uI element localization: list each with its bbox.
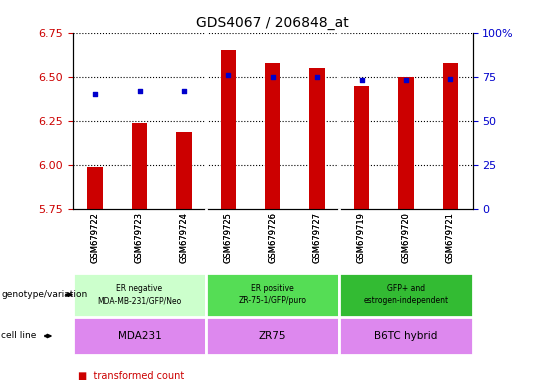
Text: genotype/variation: genotype/variation	[1, 290, 87, 299]
Text: GSM679720: GSM679720	[401, 212, 410, 263]
Text: GSM679725: GSM679725	[224, 212, 233, 263]
Point	[91, 91, 99, 98]
Point	[313, 74, 321, 80]
Bar	[339, 273, 472, 317]
Text: ER negative
MDA-MB-231/GFP/Neo: ER negative MDA-MB-231/GFP/Neo	[97, 284, 181, 305]
Text: GFP+ and
estrogen-independent: GFP+ and estrogen-independent	[363, 284, 448, 305]
Bar	[132, 123, 147, 209]
Text: GSM679724: GSM679724	[179, 212, 188, 263]
Text: GSM679724: GSM679724	[179, 212, 188, 263]
Text: GSM679723: GSM679723	[135, 212, 144, 263]
Text: GSM679727: GSM679727	[313, 212, 322, 263]
Text: ER positive
ZR-75-1/GFP/puro: ER positive ZR-75-1/GFP/puro	[239, 284, 307, 305]
Bar	[206, 317, 339, 355]
Bar	[339, 317, 472, 355]
Text: GSM679725: GSM679725	[224, 212, 233, 263]
Text: ZR75: ZR75	[259, 331, 286, 341]
Text: GSM679720: GSM679720	[401, 212, 410, 263]
Text: GSM679721: GSM679721	[446, 212, 455, 263]
Point	[357, 77, 366, 83]
Bar	[354, 86, 369, 209]
Text: GSM679722: GSM679722	[91, 212, 99, 263]
Bar	[443, 63, 458, 209]
Point	[135, 88, 144, 94]
Text: MDA231: MDA231	[118, 331, 161, 341]
Bar	[398, 77, 414, 209]
Point	[268, 74, 277, 80]
Bar	[206, 273, 339, 317]
Bar	[73, 317, 206, 355]
Text: cell line: cell line	[1, 331, 37, 341]
Bar	[265, 63, 280, 209]
Bar	[87, 167, 103, 209]
Text: B6TC hybrid: B6TC hybrid	[374, 331, 437, 341]
Text: GSM679719: GSM679719	[357, 212, 366, 263]
Text: GSM679726: GSM679726	[268, 212, 277, 263]
Point	[446, 76, 455, 82]
Text: GSM679727: GSM679727	[313, 212, 322, 263]
Bar	[176, 132, 192, 209]
Text: GSM679719: GSM679719	[357, 212, 366, 263]
Bar	[220, 50, 236, 209]
Point	[224, 72, 233, 78]
Point	[180, 88, 188, 94]
Point	[402, 77, 410, 83]
Bar	[73, 273, 206, 317]
Text: GSM679723: GSM679723	[135, 212, 144, 263]
Title: GDS4067 / 206848_at: GDS4067 / 206848_at	[197, 16, 349, 30]
Bar	[309, 68, 325, 209]
Text: GSM679726: GSM679726	[268, 212, 277, 263]
Text: GSM679722: GSM679722	[91, 212, 99, 263]
Text: GSM679721: GSM679721	[446, 212, 455, 263]
Text: ■  transformed count: ■ transformed count	[78, 371, 185, 381]
